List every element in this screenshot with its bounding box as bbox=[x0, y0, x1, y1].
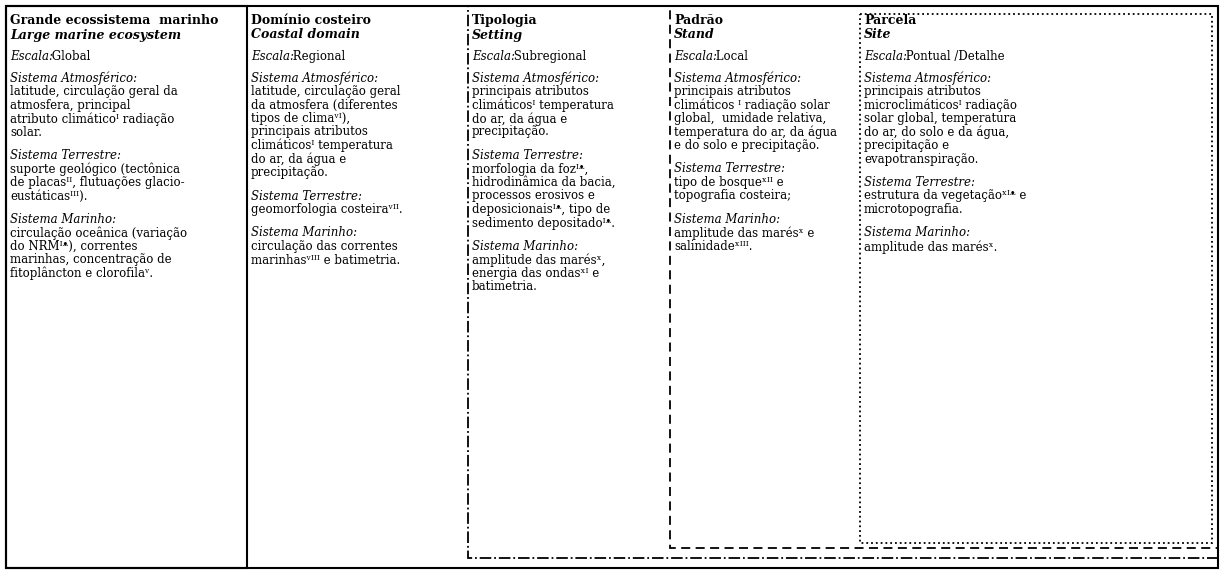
Text: principais atributos: principais atributos bbox=[864, 85, 981, 98]
Text: sedimento depositadoᴵᵜ.: sedimento depositadoᴵᵜ. bbox=[472, 216, 615, 230]
Text: principais atributos: principais atributos bbox=[472, 85, 589, 98]
Text: Grande ecossistema  marinho: Grande ecossistema marinho bbox=[10, 14, 218, 27]
Text: Escala:: Escala: bbox=[864, 50, 906, 63]
Text: topografia costeira;: topografia costeira; bbox=[674, 189, 791, 203]
Text: tipo de bosqueˣᴵᴵ e: tipo de bosqueˣᴵᴵ e bbox=[674, 176, 784, 189]
Text: atmosfera, principal: atmosfera, principal bbox=[10, 99, 131, 111]
Text: Tipologia: Tipologia bbox=[472, 14, 538, 27]
Text: deposicionaisᴵᵜ, tipo de: deposicionaisᴵᵜ, tipo de bbox=[472, 203, 610, 216]
Text: fitoplâncton e clorofilaᵛ.: fitoplâncton e clorofilaᵛ. bbox=[10, 267, 153, 281]
Text: Sistema Marinho:: Sistema Marinho: bbox=[864, 227, 970, 239]
Text: Large marine ecosystem: Large marine ecosystem bbox=[10, 29, 181, 41]
Text: Local: Local bbox=[712, 50, 748, 63]
Text: marinhas, concentração de: marinhas, concentração de bbox=[10, 254, 172, 266]
Text: Setting: Setting bbox=[472, 29, 523, 41]
Text: do ar, da água e: do ar, da água e bbox=[472, 112, 567, 126]
Bar bbox=[860, 14, 1212, 543]
Text: precipitação.: precipitação. bbox=[472, 126, 550, 138]
Text: do ar, do solo e da água,: do ar, do solo e da água, bbox=[864, 126, 1009, 139]
Text: Parcela: Parcela bbox=[864, 14, 916, 27]
Text: principais atributos: principais atributos bbox=[251, 126, 368, 138]
Text: atributo climáticoᴵ radiação: atributo climáticoᴵ radiação bbox=[10, 112, 174, 126]
Text: Sistema Terrestre:: Sistema Terrestre: bbox=[864, 176, 975, 189]
Text: Sistema Marinho:: Sistema Marinho: bbox=[10, 213, 116, 226]
Bar bbox=[247, 6, 1218, 568]
Text: climáticosᴵ temperatura: climáticosᴵ temperatura bbox=[472, 99, 614, 112]
Text: Site: Site bbox=[864, 29, 892, 41]
Text: Sistema Marinho:: Sistema Marinho: bbox=[674, 213, 780, 226]
Text: Sistema Terrestre:: Sistema Terrestre: bbox=[472, 149, 583, 162]
Text: global,  umidade relativa,: global, umidade relativa, bbox=[674, 112, 826, 125]
Text: precipitação.: precipitação. bbox=[251, 166, 328, 179]
Text: processos erosivos e: processos erosivos e bbox=[472, 189, 595, 203]
Text: amplitude das marésˣ,: amplitude das marésˣ, bbox=[472, 254, 605, 267]
Text: circulação das correntes: circulação das correntes bbox=[251, 240, 398, 253]
Text: geomorfologia costeiraᵛᴵᴵ.: geomorfologia costeiraᵛᴵᴵ. bbox=[251, 203, 403, 216]
Text: principais atributos: principais atributos bbox=[674, 85, 791, 98]
Text: Domínio costeiro: Domínio costeiro bbox=[251, 14, 371, 27]
Text: do NRMᴵᵜ), correntes: do NRMᴵᵜ), correntes bbox=[10, 240, 137, 253]
Text: Pontual /Detalhe: Pontual /Detalhe bbox=[902, 50, 1004, 63]
Text: Padrão: Padrão bbox=[674, 14, 723, 27]
Text: solar global, temperatura: solar global, temperatura bbox=[864, 112, 1017, 125]
Text: Global: Global bbox=[48, 50, 91, 63]
Text: microclimáticosᴵ radiação: microclimáticosᴵ radiação bbox=[864, 99, 1017, 112]
Text: e do solo e precipitação.: e do solo e precipitação. bbox=[674, 139, 820, 152]
Bar bbox=[6, 6, 247, 568]
Text: suporte geológico (tectônica: suporte geológico (tectônica bbox=[10, 162, 180, 176]
Text: de placasᴵᴵ, flutuações glacio-: de placasᴵᴵ, flutuações glacio- bbox=[10, 176, 185, 189]
Text: Escala:: Escala: bbox=[472, 50, 514, 63]
Text: batimetria.: batimetria. bbox=[472, 281, 538, 293]
Text: latitude, circulação geral da: latitude, circulação geral da bbox=[10, 85, 178, 98]
Text: Regional: Regional bbox=[289, 50, 345, 63]
Text: Sistema Atmosférico:: Sistema Atmosférico: bbox=[251, 72, 379, 85]
Text: energia das ondasˣᴵ e: energia das ondasˣᴵ e bbox=[472, 267, 599, 280]
Text: da atmosfera (diferentes: da atmosfera (diferentes bbox=[251, 99, 398, 111]
Text: Subregional: Subregional bbox=[510, 50, 587, 63]
Text: marinhasᵛᴵᴵᴵ e batimetria.: marinhasᵛᴵᴵᴵ e batimetria. bbox=[251, 254, 401, 266]
Text: tipos de climaᵛᴵ),: tipos de climaᵛᴵ), bbox=[251, 112, 350, 125]
Text: Escala:: Escala: bbox=[10, 50, 53, 63]
Text: Sistema Atmosférico:: Sistema Atmosférico: bbox=[472, 72, 599, 85]
Text: eustáticasᴵᴵᴵ).: eustáticasᴵᴵᴵ). bbox=[10, 189, 87, 203]
Text: latitude, circulação geral: latitude, circulação geral bbox=[251, 85, 401, 98]
Text: Escala:: Escala: bbox=[251, 50, 294, 63]
Text: hidrodinâmica da bacia,: hidrodinâmica da bacia, bbox=[472, 176, 615, 189]
Text: salinidadeˣᴵᴵᴵ.: salinidadeˣᴵᴵᴵ. bbox=[674, 240, 752, 253]
Text: microtopografia.: microtopografia. bbox=[864, 203, 964, 216]
Text: climáticos ᴵ radiação solar: climáticos ᴵ radiação solar bbox=[674, 99, 829, 112]
Text: amplitude das marésˣ e: amplitude das marésˣ e bbox=[674, 227, 815, 240]
Text: Sistema Terrestre:: Sistema Terrestre: bbox=[674, 162, 785, 176]
Text: solar.: solar. bbox=[10, 126, 42, 138]
Text: Sistema Terrestre:: Sistema Terrestre: bbox=[10, 149, 121, 162]
Text: evapotranspiração.: evapotranspiração. bbox=[864, 153, 979, 165]
Text: Sistema Atmosférico:: Sistema Atmosférico: bbox=[10, 72, 137, 85]
Text: Sistema Terrestre:: Sistema Terrestre: bbox=[251, 189, 363, 203]
Text: Escala:: Escala: bbox=[674, 50, 717, 63]
Text: Stand: Stand bbox=[674, 29, 714, 41]
Text: Coastal domain: Coastal domain bbox=[251, 29, 360, 41]
Text: temperatura do ar, da água: temperatura do ar, da água bbox=[674, 126, 837, 139]
Text: Sistema Atmosférico:: Sistema Atmosférico: bbox=[674, 72, 801, 85]
Text: circulação oceânica (variação: circulação oceânica (variação bbox=[10, 227, 187, 240]
Text: Sistema Marinho:: Sistema Marinho: bbox=[472, 240, 578, 253]
Text: climáticosᴵ temperatura: climáticosᴵ temperatura bbox=[251, 139, 393, 153]
Text: Sistema Atmosférico:: Sistema Atmosférico: bbox=[864, 72, 991, 85]
Bar bbox=[670, 6, 1218, 548]
Text: Sistema Marinho:: Sistema Marinho: bbox=[251, 227, 358, 239]
Text: precipitação e: precipitação e bbox=[864, 139, 949, 152]
Bar bbox=[468, 6, 1218, 558]
Text: do ar, da água e: do ar, da água e bbox=[251, 153, 347, 166]
Text: amplitude das marésˣ.: amplitude das marésˣ. bbox=[864, 240, 997, 254]
Text: estrutura da vegetaçãoˣᴵᵜ e: estrutura da vegetaçãoˣᴵᵜ e bbox=[864, 189, 1027, 203]
Text: morfologia da fozᴵᵜ,: morfologia da fozᴵᵜ, bbox=[472, 162, 588, 176]
